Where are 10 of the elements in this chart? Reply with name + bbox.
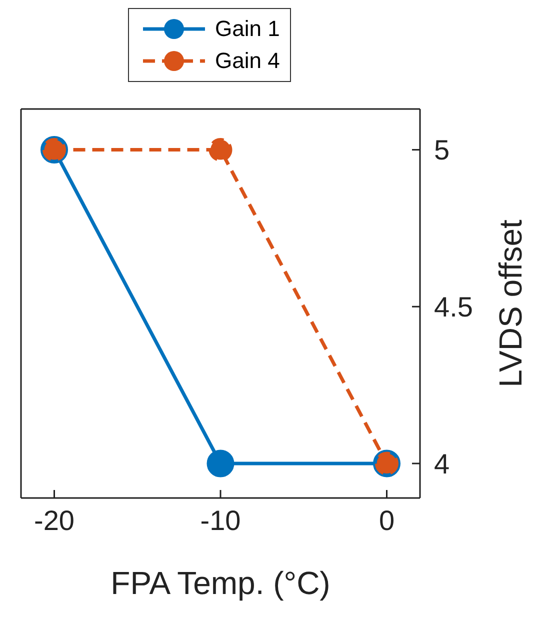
y-tick-label: 4 bbox=[434, 448, 450, 480]
x-axis-title: FPA Temp. (°C) bbox=[110, 565, 330, 601]
y-axis-title: LVDS offset bbox=[492, 219, 528, 388]
legend-label: Gain 4 bbox=[215, 48, 280, 74]
x-tick-label: -20 bbox=[34, 504, 74, 536]
y-tick-label: 5 bbox=[434, 134, 450, 166]
legend-label: Gain 1 bbox=[215, 16, 280, 42]
y-tick-label: 4.5 bbox=[434, 292, 473, 323]
x-tick-label: -10 bbox=[200, 504, 241, 536]
x-tick-label: 0 bbox=[378, 504, 395, 536]
